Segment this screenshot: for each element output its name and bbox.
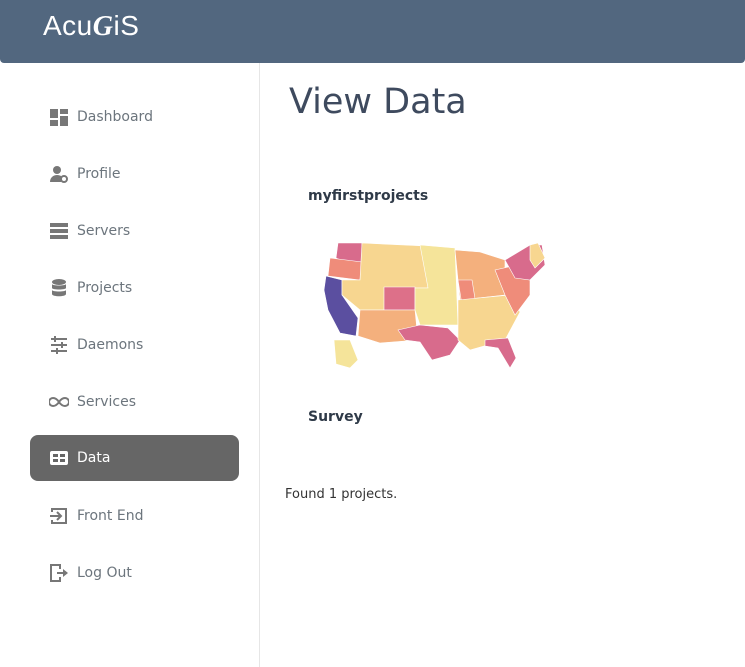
sidebar-item-label: Servers (77, 223, 131, 239)
map-region-alaska (333, 339, 359, 369)
sidebar-item-daemons[interactable]: Daemons (30, 322, 239, 368)
sign-in-icon (50, 508, 67, 524)
sidebar-item-log-out[interactable]: Log Out (30, 550, 239, 596)
top-bar: AcuGiS (0, 0, 745, 63)
sidebar-item-label: Data (77, 450, 111, 466)
project-survey-label[interactable]: Survey (308, 409, 363, 425)
sidebar-item-front-end[interactable]: Front End (30, 493, 239, 539)
server-icon (50, 223, 68, 239)
table-icon (50, 451, 68, 465)
sidebar-item-projects[interactable]: Projects (30, 265, 239, 311)
map-region-new-england (529, 242, 546, 269)
sidebar-item-label: Projects (77, 280, 133, 296)
page-title: View Data (289, 82, 467, 122)
sidebar-item-label: Log Out (77, 565, 132, 581)
map-region-texas (397, 324, 461, 361)
sidebar: Dashboard Profile Servers Projects Daemo… (0, 63, 260, 667)
project-title[interactable]: myfirstprojects (308, 188, 429, 204)
sliders-icon (51, 336, 67, 354)
sidebar-item-label: Dashboard (77, 109, 153, 125)
sidebar-item-label: Daemons (77, 337, 144, 353)
dashboard-icon (50, 109, 68, 126)
sidebar-item-services[interactable]: Services (30, 379, 239, 425)
sidebar-item-servers[interactable]: Servers (30, 208, 239, 254)
logo[interactable]: AcuGiS (43, 10, 140, 42)
map-region-colorado (383, 286, 416, 311)
map-region-oregon (327, 257, 363, 281)
sidebar-item-label: Profile (77, 166, 121, 182)
sign-out-icon (50, 564, 68, 582)
sidebar-item-profile[interactable]: Profile (30, 151, 239, 197)
map-region-plains (414, 244, 459, 326)
sidebar-item-dashboard[interactable]: Dashboard (30, 94, 239, 140)
map-region-florida (484, 337, 517, 369)
database-icon (52, 279, 66, 297)
user-gear-icon (50, 166, 68, 183)
infinity-icon (49, 396, 69, 408)
project-map-thumbnail[interactable] (320, 240, 550, 375)
status-text: Found 1 projects. (285, 487, 398, 502)
sidebar-item-label: Front End (77, 508, 144, 524)
sidebar-item-data[interactable]: Data (30, 435, 239, 481)
sidebar-item-label: Services (77, 394, 137, 410)
